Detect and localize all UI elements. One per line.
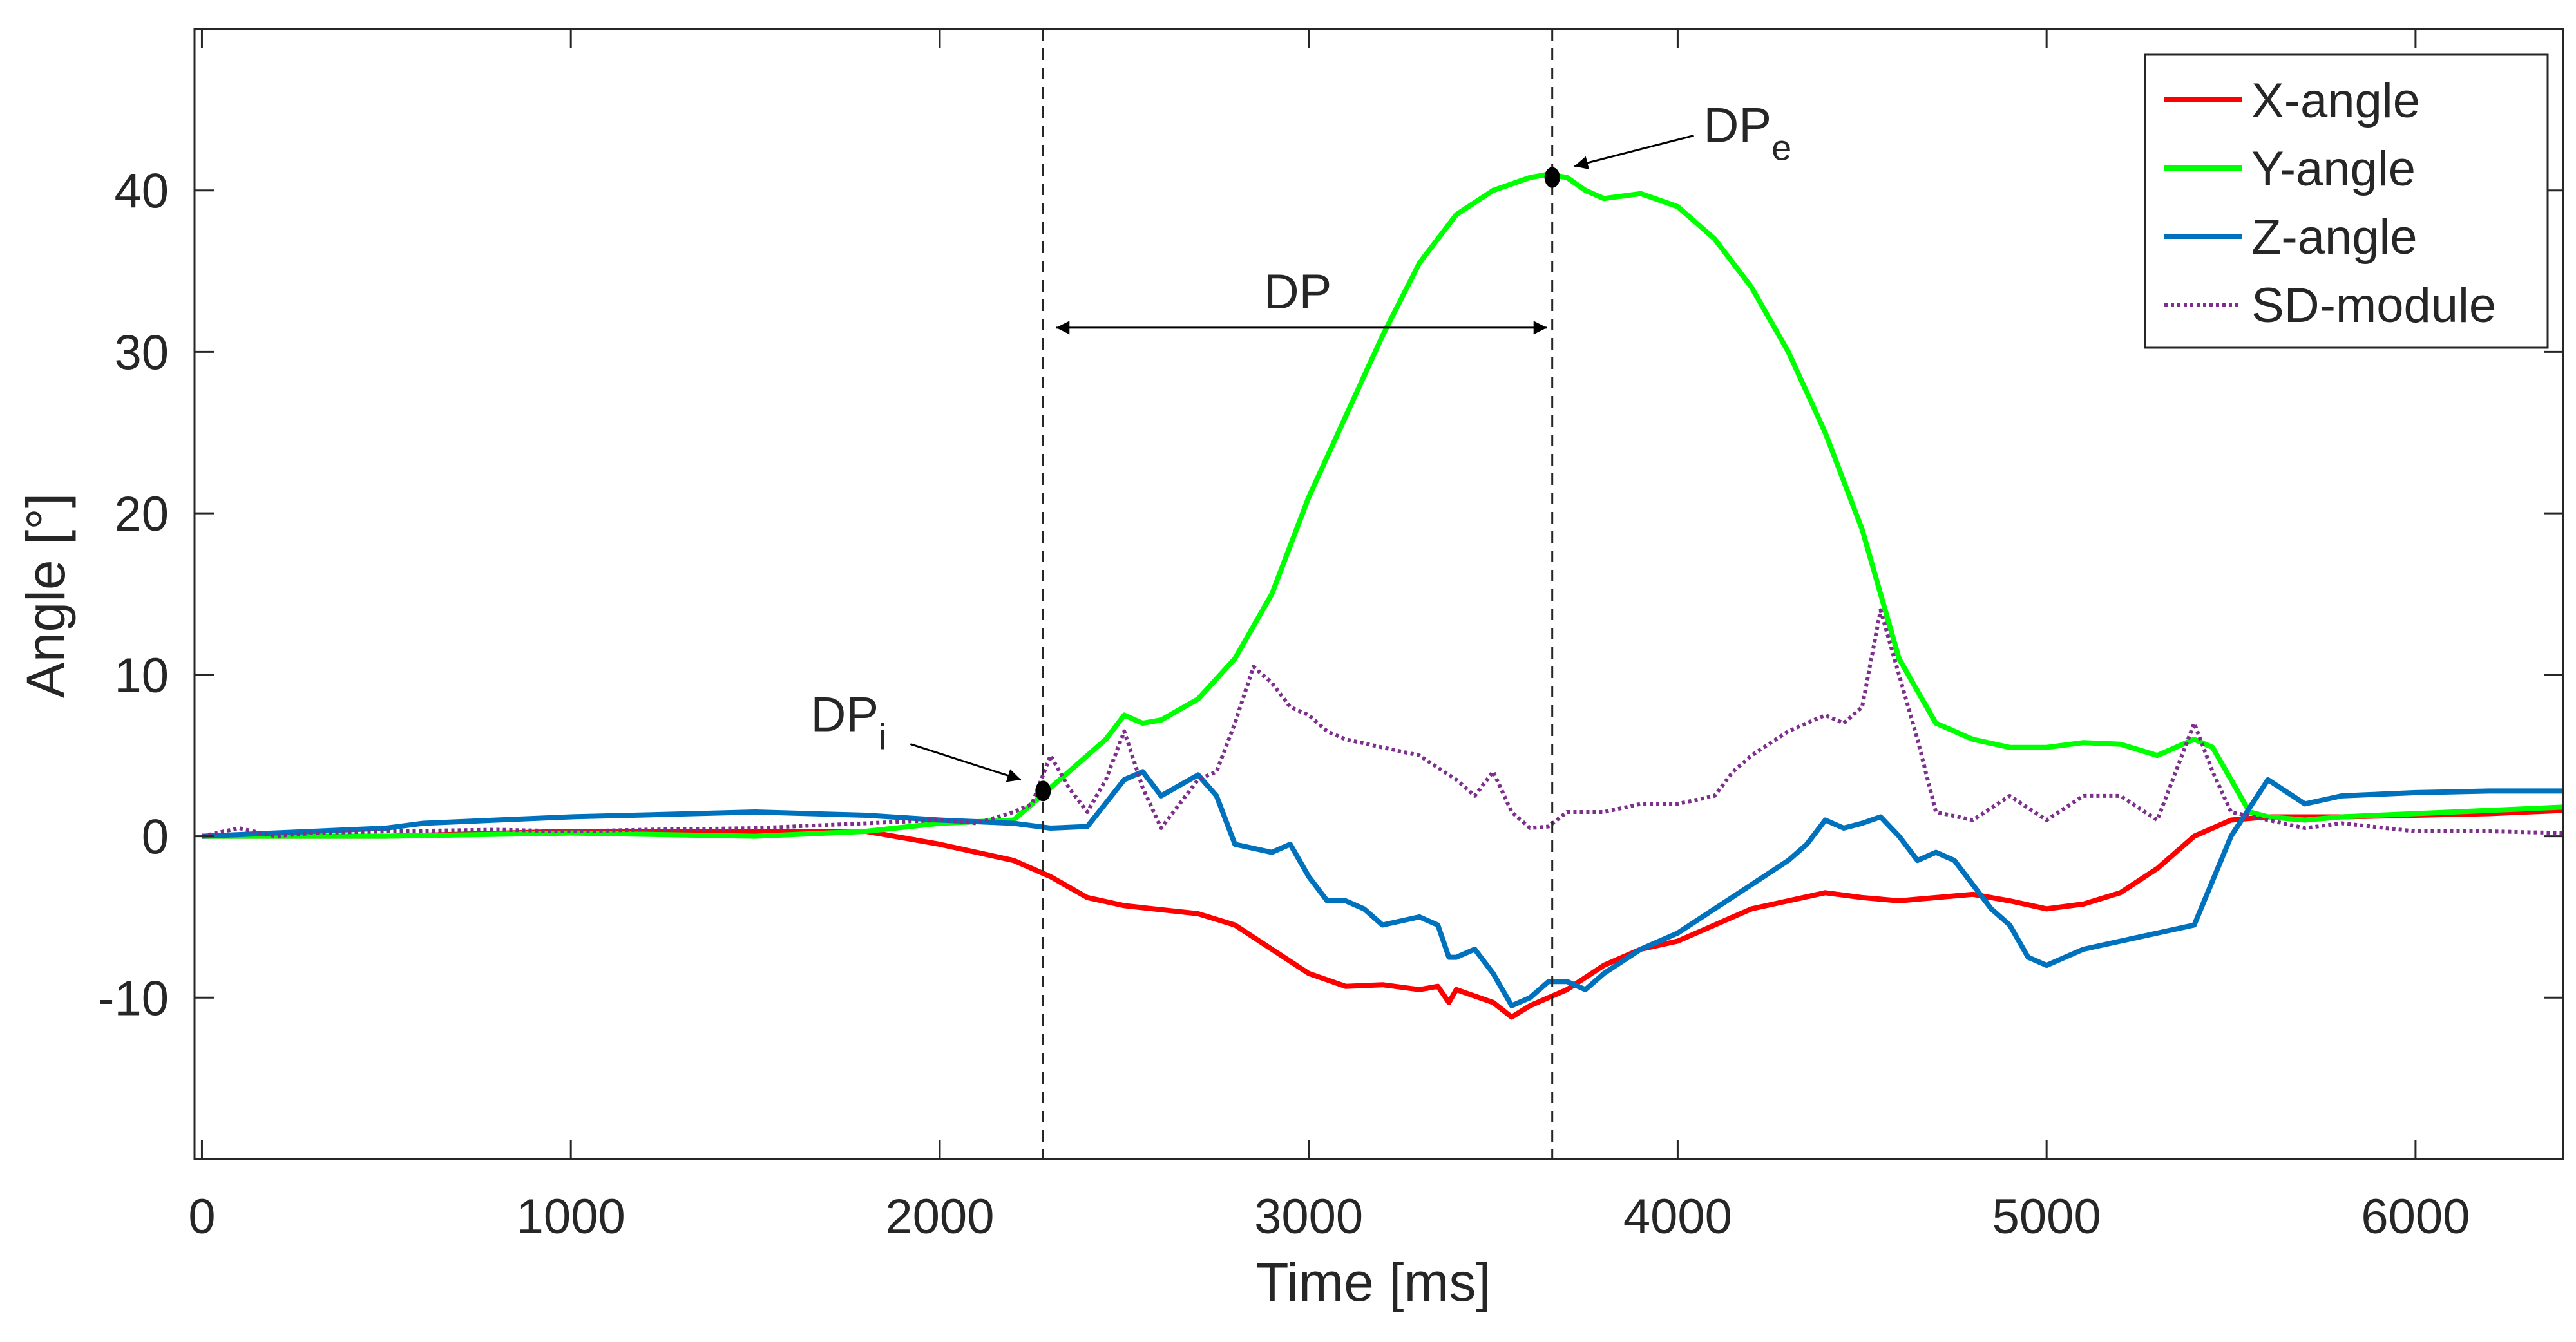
dp-i-marker xyxy=(1035,780,1051,802)
y-tick-label: 20 xyxy=(114,487,169,542)
y-tick-label: -10 xyxy=(98,971,169,1026)
x-axis-label: Time [ms] xyxy=(1255,1252,1491,1312)
legend: X-angle Y-angle Z-angle SD-module xyxy=(2144,53,2549,349)
x-tick-label: 6000 xyxy=(2361,1189,2470,1244)
axis-ticks: 0 1000 2000 3000 4000 5000 6000 -10 0 10 20 30 40 xyxy=(98,29,2563,1244)
legend-label-sd-module: SD-module xyxy=(2251,278,2496,333)
dp-i-arrow xyxy=(910,743,1022,782)
series-line-sd-module xyxy=(201,608,2564,838)
legend-label-z-angle: Z-angle xyxy=(2251,210,2418,265)
dp-span-label: DP xyxy=(1264,265,1332,319)
legend-box xyxy=(2144,53,2549,349)
y-tick-label: 0 xyxy=(142,810,169,865)
x-tick-label: 4000 xyxy=(1623,1189,1732,1244)
y-tick-label: 10 xyxy=(114,648,169,703)
x-tick-label: 1000 xyxy=(517,1189,625,1244)
y-tick-label: 30 xyxy=(114,325,169,380)
y-axis-label: Angle [°] xyxy=(15,493,76,698)
x-tick-label: 5000 xyxy=(1992,1189,2101,1244)
y-tick-label: 40 xyxy=(114,164,169,219)
dp-e-arrow xyxy=(1574,135,1694,170)
legend-label-x-angle: X-angle xyxy=(2251,73,2420,128)
plot-area-frame xyxy=(193,28,2564,1160)
x-tick-label: 2000 xyxy=(885,1189,994,1244)
plot-lines xyxy=(201,29,2564,1159)
series-line-x-angle xyxy=(202,808,2564,1020)
dp-e-subscript: e xyxy=(1771,128,1791,168)
x-tick-label: 3000 xyxy=(1254,1189,1363,1244)
legend-label-y-angle: Y-angle xyxy=(2251,142,2416,196)
dp-i-subscript: i xyxy=(879,717,886,757)
dp-e-marker xyxy=(1544,167,1560,188)
x-tick-label: 0 xyxy=(188,1189,215,1244)
